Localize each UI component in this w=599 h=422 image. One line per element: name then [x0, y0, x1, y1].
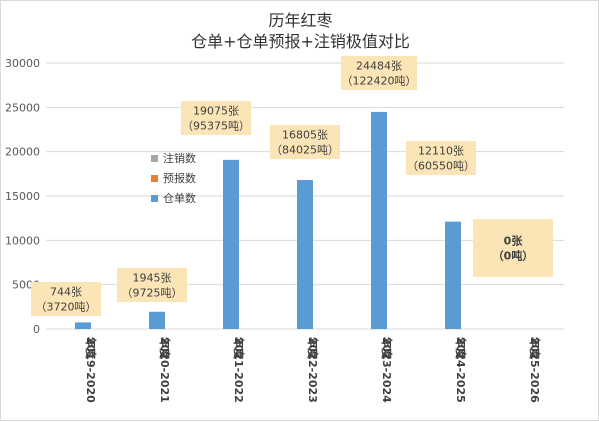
x-tick-label: 2019-2020年度: [84, 337, 98, 403]
data-label: 24484张: [356, 60, 402, 73]
data-label-box: [473, 219, 553, 278]
data-label: 0张: [504, 234, 524, 248]
bar-warehouse: [371, 111, 387, 329]
x-tick-label: 2020-2021年度: [158, 337, 172, 403]
data-label: （3720吨）: [36, 301, 97, 314]
x-tick-label: 2025-2026年度: [528, 337, 542, 403]
data-label-box: [181, 101, 251, 135]
data-label: 1945张: [133, 272, 172, 285]
data-label: （9725吨）: [122, 287, 183, 300]
bar-warehouse: [445, 221, 461, 329]
data-label-box: [406, 141, 476, 175]
data-label: 16805张: [282, 129, 328, 142]
legend-label: 注销数: [163, 151, 196, 165]
data-label: （95375吨）: [182, 120, 250, 133]
legend-label: 预报数: [163, 171, 196, 185]
bar-warehouse: [297, 179, 313, 329]
bar-warehouse: [75, 322, 91, 329]
bar-warehouse: [149, 311, 165, 329]
legend-swatch: [151, 175, 158, 182]
y-tick-label: 25000: [5, 101, 40, 114]
x-tick-label: 2022-2023年度: [306, 337, 320, 403]
legend-label: 仓单数: [163, 191, 196, 205]
x-tick-label: 2021-2022年度: [232, 337, 246, 403]
y-tick-label: 0: [33, 323, 40, 336]
data-label-box: [341, 56, 417, 90]
y-tick-label: 15000: [5, 190, 40, 203]
chart-title-line-2: 仓单+仓单预报+注销极值对比: [191, 32, 410, 51]
data-label: （122420吨）: [342, 75, 417, 88]
x-tick-label: 2024-2025年度: [454, 337, 468, 403]
data-label: （0吨）: [493, 249, 534, 263]
y-tick-label: 20000: [5, 146, 40, 159]
bar-warehouse: [223, 159, 239, 329]
legend-swatch: [151, 155, 158, 162]
data-label: （84025吨）: [271, 144, 339, 157]
data-label: 744张: [50, 286, 82, 299]
data-label-box: [270, 125, 340, 159]
y-tick-label: 30000: [5, 57, 40, 70]
chart-title-line-1: 历年红枣: [268, 11, 333, 30]
y-tick-label: 10000: [5, 234, 40, 247]
data-label: 19075张: [193, 105, 239, 118]
x-tick-label: 2023-2024年度: [380, 337, 394, 403]
data-label: 12110张: [418, 145, 464, 158]
data-label: （60550吨）: [407, 160, 475, 173]
data-label-box: [31, 282, 101, 316]
legend-swatch: [151, 195, 158, 202]
data-label-box: [117, 268, 187, 302]
